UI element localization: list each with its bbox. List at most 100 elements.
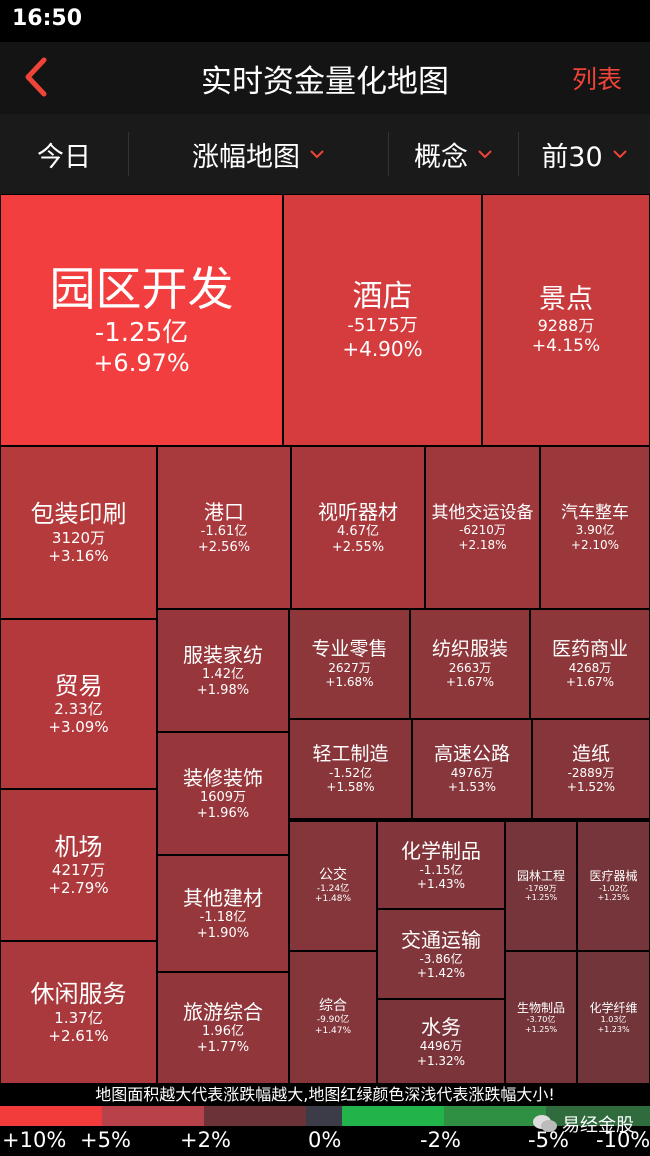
sector-tile[interactable]: 汽车整车 3.90亿 +2.10% bbox=[540, 446, 650, 609]
sector-tile[interactable]: 休闲服务 1.37亿 +2.61% bbox=[0, 941, 157, 1084]
scale-segment bbox=[546, 1106, 650, 1126]
scale-segment bbox=[102, 1106, 204, 1126]
scale-label: -10% bbox=[596, 1128, 650, 1152]
watermark: 易经金股 bbox=[532, 1111, 634, 1137]
sector-fund-flow: 1609万 bbox=[199, 789, 247, 805]
sector-change-pct: +1.98% bbox=[196, 682, 250, 698]
sector-name: 医药商业 bbox=[551, 638, 628, 661]
watermark-text: 易经金股 bbox=[562, 1115, 634, 1136]
scale-segment bbox=[204, 1106, 306, 1126]
sector-tile[interactable]: 景点 9288万 +4.15% bbox=[482, 194, 650, 446]
sector-tile[interactable]: 服装家纺 1.42亿 +1.98% bbox=[157, 609, 289, 732]
divider bbox=[128, 132, 129, 176]
sector-tile[interactable]: 纺织服装 2663万 +1.67% bbox=[410, 609, 530, 719]
sector-tile[interactable]: 化学纤维 1.03亿 +1.23% bbox=[577, 951, 650, 1084]
sector-name: 贸易 bbox=[54, 671, 103, 700]
color-scale bbox=[0, 1106, 650, 1126]
filter-bar: 今日 涨幅地图 概念 前30 bbox=[0, 114, 650, 194]
scale-segment bbox=[342, 1106, 444, 1126]
sector-tile[interactable]: 轻工制造 -1.52亿 +1.58% bbox=[289, 719, 412, 819]
sector-tile[interactable]: 公交 -1.24亿 +1.48% bbox=[289, 821, 377, 951]
sector-tile[interactable]: 综合 -9.90亿 +1.47% bbox=[289, 951, 377, 1084]
sector-name: 水务 bbox=[421, 1015, 461, 1040]
scale-label: +5% bbox=[80, 1128, 131, 1152]
sector-tile[interactable]: 园区开发 -1.25亿 +6.97% bbox=[0, 194, 283, 446]
sector-fund-flow: 1.03亿 bbox=[600, 1015, 627, 1025]
sector-tile[interactable]: 装修装饰 1609万 +1.96% bbox=[157, 732, 289, 855]
treemap: 园区开发 -1.25亿 +6.97% 酒店 -5175万 +4.90% 景点 9288万 +4.… bbox=[0, 194, 650, 1084]
wechat-icon bbox=[533, 1115, 557, 1132]
scale-segment bbox=[0, 1106, 102, 1126]
sector-change-pct: +1.43% bbox=[416, 877, 466, 891]
sector-tile[interactable]: 机场 4217万 +2.79% bbox=[0, 789, 157, 941]
sector-fund-flow: -1.25亿 bbox=[94, 317, 189, 348]
scale-label: -2% bbox=[420, 1128, 461, 1152]
sector-tile[interactable]: 高速公路 4976万 +1.53% bbox=[412, 719, 532, 819]
sector-fund-flow: -5175万 bbox=[347, 315, 418, 337]
sector-fund-flow: -9.90亿 bbox=[316, 1015, 350, 1026]
chevron-down-icon bbox=[310, 150, 324, 159]
list-view-button[interactable]: 列表 bbox=[571, 65, 622, 94]
sector-tile[interactable]: 交通运输 -3.86亿 +1.42% bbox=[377, 909, 505, 999]
sector-tile[interactable]: 贸易 2.33亿 +3.09% bbox=[0, 619, 157, 789]
sector-tile[interactable]: 水务 4496万 +1.32% bbox=[377, 999, 505, 1084]
sector-tile[interactable]: 其他建材 -1.18亿 +1.90% bbox=[157, 855, 289, 972]
sector-fund-flow: -3.70亿 bbox=[526, 1015, 556, 1025]
sector-tile[interactable]: 视听器材 4.67亿 +2.55% bbox=[291, 446, 425, 609]
filter-map-type[interactable]: 涨幅地图 bbox=[128, 114, 388, 194]
legend-note: 地图面积越大代表涨跌幅越大,地图红绿颜色深浅代表涨跌幅大小! bbox=[0, 1084, 650, 1106]
sector-tile[interactable]: 旅游综合 1.96亿 +1.77% bbox=[157, 972, 289, 1084]
sector-fund-flow: 9288万 bbox=[537, 316, 595, 336]
sector-change-pct: +1.47% bbox=[314, 1025, 352, 1036]
sector-tile[interactable]: 酒店 -5175万 +4.90% bbox=[283, 194, 482, 446]
sector-fund-flow: 4496万 bbox=[419, 1039, 463, 1054]
sector-name: 旅游综合 bbox=[183, 1000, 263, 1025]
sector-name: 生物制品 bbox=[516, 1000, 565, 1015]
sector-change-pct: +2.79% bbox=[48, 879, 109, 898]
sector-change-pct: +1.42% bbox=[416, 966, 466, 980]
sector-name: 包装印刷 bbox=[30, 500, 127, 529]
sector-change-pct: +1.52% bbox=[566, 780, 616, 795]
status-bar: 16:50 bbox=[0, 0, 650, 42]
sector-name: 装修装饰 bbox=[183, 765, 263, 790]
sector-tile[interactable]: 医疗器械 -1.02亿 +1.25% bbox=[577, 821, 650, 951]
sector-fund-flow: 3.90亿 bbox=[575, 523, 615, 538]
sector-name: 园林工程 bbox=[516, 869, 565, 884]
filter-category-label: 概念 bbox=[414, 141, 468, 173]
sector-change-pct: +1.67% bbox=[565, 675, 615, 690]
sector-name: 港口 bbox=[204, 499, 244, 524]
sector-change-pct: +1.25% bbox=[524, 893, 558, 903]
sector-name: 医疗器械 bbox=[589, 869, 638, 884]
sector-name: 汽车整车 bbox=[561, 502, 629, 523]
sector-change-pct: +3.16% bbox=[48, 546, 109, 565]
filter-category[interactable]: 概念 bbox=[388, 114, 518, 194]
sector-name: 交通运输 bbox=[401, 927, 481, 952]
sector-tile[interactable]: 生物制品 -3.70亿 +1.25% bbox=[505, 951, 577, 1084]
page-title: 实时资金量化地图 bbox=[201, 64, 449, 100]
sector-name: 服装家纺 bbox=[183, 642, 263, 667]
back-button[interactable] bbox=[18, 54, 58, 100]
divider bbox=[518, 132, 519, 176]
sector-tile[interactable]: 医药商业 4268万 +1.67% bbox=[530, 609, 650, 719]
filter-top-n[interactable]: 前30 bbox=[518, 114, 650, 194]
sector-fund-flow: -1.02亿 bbox=[599, 883, 628, 893]
filter-top-n-label: 前30 bbox=[541, 141, 603, 173]
sector-tile[interactable]: 包装印刷 3120万 +3.16% bbox=[0, 446, 157, 619]
sector-tile[interactable]: 造纸 -2889万 +1.52% bbox=[532, 719, 650, 819]
sector-tile[interactable]: 其他交运设备 -6210万 +2.18% bbox=[425, 446, 540, 609]
sector-tile[interactable]: 专业零售 2627万 +1.68% bbox=[289, 609, 410, 719]
sector-fund-flow: -1.24亿 bbox=[316, 883, 350, 894]
sector-name: 视听器材 bbox=[318, 499, 398, 524]
sector-fund-flow: 3120万 bbox=[51, 528, 106, 547]
sector-change-pct: +1.77% bbox=[196, 1040, 250, 1055]
filter-today-label: 今日 bbox=[37, 141, 91, 173]
sector-fund-flow: -1769万 bbox=[525, 883, 557, 893]
sector-tile[interactable]: 化学制品 -1.15亿 +1.43% bbox=[377, 821, 505, 909]
sector-change-pct: +1.67% bbox=[445, 675, 495, 690]
filter-today[interactable]: 今日 bbox=[0, 114, 128, 194]
sector-tile[interactable]: 园林工程 -1769万 +1.25% bbox=[505, 821, 577, 951]
filter-map-type-label: 涨幅地图 bbox=[192, 141, 300, 173]
sector-change-pct: +1.32% bbox=[416, 1053, 466, 1068]
sector-fund-flow: -1.18亿 bbox=[199, 909, 247, 925]
sector-tile[interactable]: 港口 -1.61亿 +2.56% bbox=[157, 446, 291, 609]
